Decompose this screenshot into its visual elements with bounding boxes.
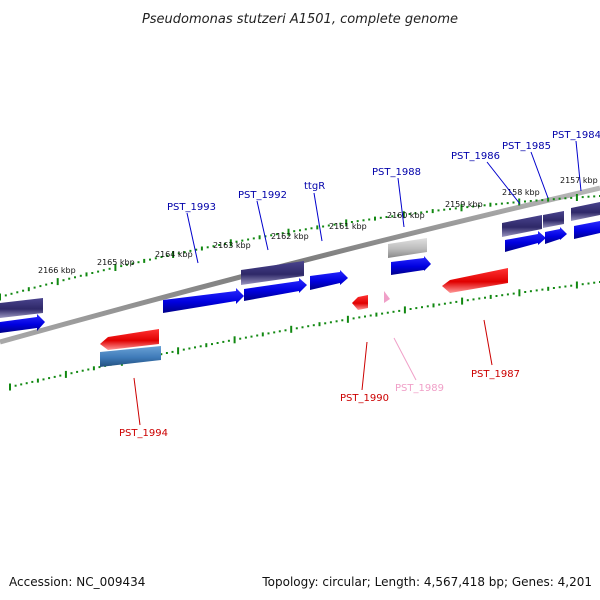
feature-pst-1985-dark[interactable]: [543, 211, 564, 228]
gene-pst-1993-forward[interactable]: [163, 288, 244, 313]
kbp-label: 2157 kbp: [560, 176, 598, 185]
gene-features: [0, 202, 600, 367]
gene-pst-1988-forward[interactable]: [391, 256, 431, 275]
gene-label-pst-1988[interactable]: PST_1988: [372, 167, 421, 178]
gene-label-pst-1984[interactable]: PST_1984: [552, 130, 600, 141]
feature-pst-1988-gray[interactable]: [388, 238, 427, 258]
gene-pst-1994-reverse[interactable]: [100, 329, 159, 350]
feature-pst-1986-dark[interactable]: [502, 215, 542, 237]
gene-label-pst-1990[interactable]: PST_1990: [340, 393, 389, 404]
gene-label-leaders: [133, 140, 582, 426]
kbp-label: 2158 kbp: [502, 188, 540, 197]
feature-pst-1984-dark[interactable]: [571, 202, 600, 221]
feature-pst-1992-dark[interactable]: [241, 261, 304, 285]
gene-label-pst-1987[interactable]: PST_1987: [471, 369, 520, 380]
gene-label-pst-1986[interactable]: PST_1986: [451, 151, 500, 162]
feature-left-dark[interactable]: [0, 298, 43, 318]
genome-backbone: [0, 185, 600, 345]
kbp-label: 2159 kbp: [445, 200, 483, 209]
map-title: Pseudomonas stutzeri A1501, complete gen…: [142, 12, 458, 27]
kbp-label: 2165 kbp: [97, 258, 135, 267]
accession-text: Accession: NC_009434: [9, 575, 145, 589]
gene-pst-1987-reverse[interactable]: [442, 268, 508, 293]
kbp-label: 2164 kbp: [155, 250, 193, 259]
upper-coordinate-ruler: [0, 194, 600, 301]
gene-label-pst-1985[interactable]: PST_1985: [502, 141, 551, 152]
gene-pst-1985-forward[interactable]: [545, 227, 567, 244]
gene-pst-1990-reverse[interactable]: [352, 295, 368, 310]
kbp-label: 2160 kbp: [387, 211, 425, 220]
gene-label-pst-1993[interactable]: PST_1993: [167, 202, 216, 213]
gene-labels: PST_1993 PST_1992 ttgR PST_1988 PST_1986…: [119, 130, 600, 439]
gene-pst-1984-forward[interactable]: [574, 221, 600, 239]
gene-label-pst-1992[interactable]: PST_1992: [238, 190, 287, 201]
gene-left-forward[interactable]: [0, 314, 45, 333]
kbp-label: 2163 kbp: [213, 241, 251, 250]
gene-label-pst-1989[interactable]: PST_1989: [395, 383, 444, 394]
gene-ttgr-forward[interactable]: [310, 270, 348, 290]
gene-label-pst-1994[interactable]: PST_1994: [119, 428, 168, 439]
gene-pst-1992-forward[interactable]: [244, 278, 307, 301]
kbp-label: 2161 kbp: [329, 222, 367, 231]
gene-pst-1986-forward[interactable]: [505, 231, 546, 252]
kbp-tick-labels: 2166 kbp 2165 kbp 2164 kbp 2163 kbp 2162…: [38, 176, 598, 275]
kbp-label: 2166 kbp: [38, 266, 76, 275]
gene-pst-1989-pseudo[interactable]: [384, 291, 390, 303]
gene-label-ttgr[interactable]: ttgR: [304, 181, 325, 192]
feature-pst-1994-steel[interactable]: [100, 346, 161, 367]
genome-summary-text: Topology: circular; Length: 4,567,418 bp…: [261, 575, 592, 589]
kbp-label: 2162 kbp: [271, 232, 309, 241]
